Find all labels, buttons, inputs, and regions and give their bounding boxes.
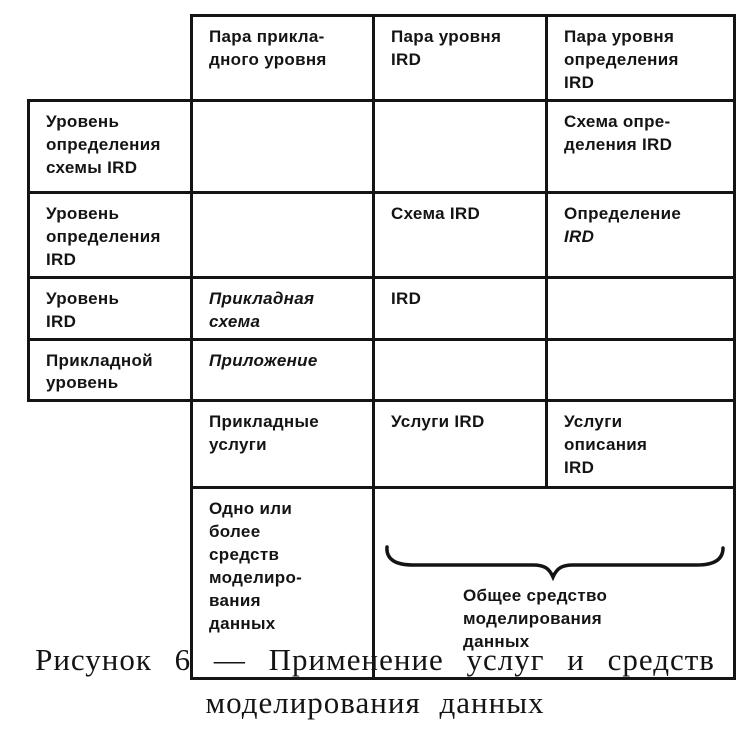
header-pair-ird-definition-level: Пара уровня определения IRD [545,14,736,102]
cell-r1-ird-definition-schema: Схема опре- деления IRD [545,98,736,194]
cell-r4-application: Приложение [190,337,375,403]
row-label-ird-definition-level: Уровень определения IRD [27,190,193,279]
ird-definition-text: Определение [564,203,682,223]
row-label-application-level: Прикладной уровень [27,337,193,403]
header-pair-application-level: Пара прикла- дного уровня [190,14,375,102]
corner-blank-cell [29,16,192,101]
figure-caption-line1: Рисунок 6 — Применение услуг и средств [35,642,715,677]
row-label-ird-schema-definition-level: Уровень определения схемы IRD [27,98,193,194]
header-pair-ird-level: Пара уровня IRD [372,14,548,102]
cell-r5-ird-services: Услуги IRD [372,399,548,490]
cell-r4-empty-2 [545,337,736,403]
ird-definition-ird-italic: IRD [564,226,595,246]
cell-r6-common-facility: Общее средство моделирования данных [372,486,736,680]
figure-caption: Рисунок 6 — Применение услуг и средств м… [0,642,750,721]
row-label-ird-level: Уровень IRD [27,275,193,341]
figure-caption-line2: моделирования данных [205,685,545,720]
underbrace-graphic [381,518,729,582]
cell-r1-ird-pair-empty [372,98,548,194]
cell-r3-ird: IRD [372,275,548,341]
cell-r4-empty-1 [372,337,548,403]
figure-table: Пара прикла- дного уровня Пара уровня IR… [27,14,736,680]
cell-r2-ird-schema: Схема IRD [372,190,548,279]
cell-r5-left-blank [29,401,192,488]
cell-r3-empty [545,275,736,341]
cell-r2-application-pair-empty [190,190,375,279]
cell-r3-application-schema: Прикладная схема [190,275,375,341]
cell-r5-application-services: Прикладные услуги [190,399,375,490]
cell-r5-ird-description-services: Услуги описания IRD [545,399,736,490]
cell-r1-application-pair-empty [190,98,375,194]
cell-r2-ird-definition: Определение IRD [545,190,736,279]
cell-r6-one-or-more-facilities: Одно или более средств моделиро- вания д… [190,486,375,680]
common-modelling-facility-label: Общее средство моделирования данных [463,586,608,652]
